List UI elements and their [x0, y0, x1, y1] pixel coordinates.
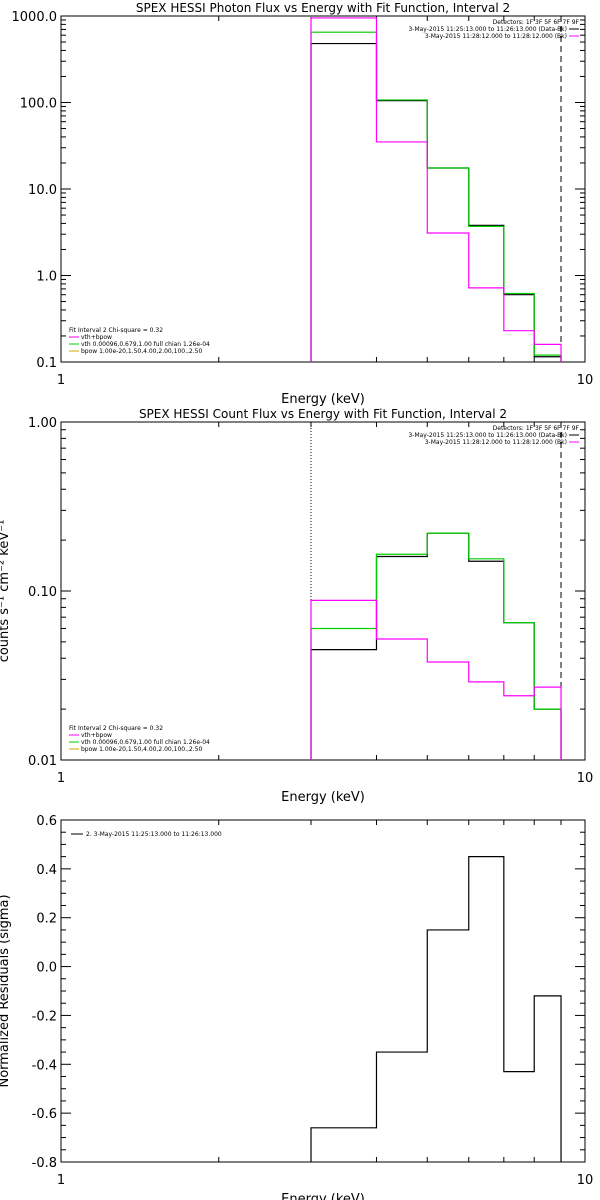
x-axis-title: Energy (keV) [281, 392, 365, 407]
legend-top-right-label: Detectors: 1F 3F 5F 6F 7F 9F [493, 19, 580, 26]
y-tick-label: 1.00 [28, 416, 57, 431]
fit-legend-label: bpow 1.00e-20,1.50,4.00,2.00,100.,2.50 [81, 746, 202, 753]
fit-legend-label: vth+bpow [81, 334, 112, 341]
y-tick-label: 0.4 [36, 863, 57, 878]
legend-top-right-label: 3-May-2015 11:25:13.000 to 11:26:13.000 … [408, 26, 567, 33]
y-tick-label: 1000.0 [12, 10, 58, 25]
plot-panel-2: SPEX HESSI Count Flux vs Energy with Fit… [0, 407, 593, 805]
chart-title: SPEX HESSI Count Flux vs Energy with Fit… [139, 407, 507, 421]
y-tick-label: 0.01 [28, 754, 57, 769]
y-tick-label: 1.0 [36, 270, 57, 285]
legend-top-right-label: 3-May-2015 11:28:12.000 to 11:28:12.000 … [425, 33, 567, 40]
fit-legend-label: vth 0.00096,0.679,1.00 full chian 1.26e-… [81, 341, 210, 348]
y-tick-label: -0.2 [32, 1009, 57, 1024]
y-tick-label: 0.10 [28, 585, 57, 600]
fit-legend-label: bpow 1.00e-20,1.50,4.00,2.00,100.,2.50 [81, 348, 202, 355]
y-axis-title: counts s⁻¹ cm⁻² keV⁻¹ [0, 520, 12, 663]
plot-frame [60, 819, 586, 1163]
x-tick-label: 1 [57, 1173, 65, 1188]
y-tick-label: 0.2 [36, 912, 57, 927]
plot-panel-3: 1 10 Energy (keV) -0.8 -0.6 -0.4 -0.2 0.0 0.2 0.4… [0, 814, 593, 1200]
y-tick-label: -0.8 [32, 1156, 57, 1171]
x-tick-label: 10 [577, 771, 594, 786]
plot-frame [60, 15, 586, 363]
legend-top-right-label: Detectors: 1F 3F 5F 6F 7F 9F [493, 425, 580, 432]
fit-legend-header: Fit Interval 2 Chi-square = 0.32 [69, 327, 163, 334]
x-axis-title: Energy (keV) [281, 790, 365, 805]
fit-legend-label: vth 0.00096,0.679,1.00 full chian 1.26e-… [81, 739, 210, 746]
x-axis-title: Energy (keV) [281, 1192, 365, 1200]
y-tick-label: 0.1 [36, 356, 57, 371]
y-tick-label: 0.0 [36, 961, 57, 976]
y-tick-label: 100.0 [20, 97, 57, 112]
series-data-step-line [310, 856, 562, 1162]
y-tick-label: 0.6 [36, 814, 57, 829]
x-tick-label: 1 [57, 771, 65, 786]
series-model_vth-step-line [310, 532, 562, 760]
series-model_vth-step-line [310, 31, 562, 362]
x-tick-label: 10 [577, 373, 594, 388]
y-axis-title: Normalized Residuals (sigma) [0, 894, 12, 1087]
y-tick-label: -0.6 [32, 1107, 57, 1122]
x-tick-label: 10 [577, 1173, 594, 1188]
series-background-step-line [310, 17, 562, 362]
legend-top-left-label: 2. 3-May-2015 11:25:13.000 to 11:26:13.0… [86, 831, 222, 838]
y-tick-label: -0.4 [32, 1058, 57, 1073]
legend-top-right-label: 3-May-2015 11:28:12.000 to 11:28:12.000 … [425, 439, 567, 446]
series-background-step-line [310, 599, 562, 760]
plot-frame [60, 421, 586, 761]
plot-panel-1: SPEX HESSI Photon Flux vs Energy with Fi… [12, 1, 594, 407]
chart-title: SPEX HESSI Photon Flux vs Energy with Fi… [136, 1, 510, 15]
legend-top-right-label: 3-May-2015 11:25:13.000 to 11:26:13.000 … [408, 432, 567, 439]
fit-legend-header: Fit Interval 2 Chi-square = 0.32 [69, 725, 163, 732]
x-tick-label: 1 [57, 373, 65, 388]
series-data-step-line [310, 42, 562, 362]
fit-legend-label: vth+bpow [81, 732, 112, 739]
y-tick-label: 10.0 [28, 183, 57, 198]
series-data-step-line [310, 532, 562, 760]
